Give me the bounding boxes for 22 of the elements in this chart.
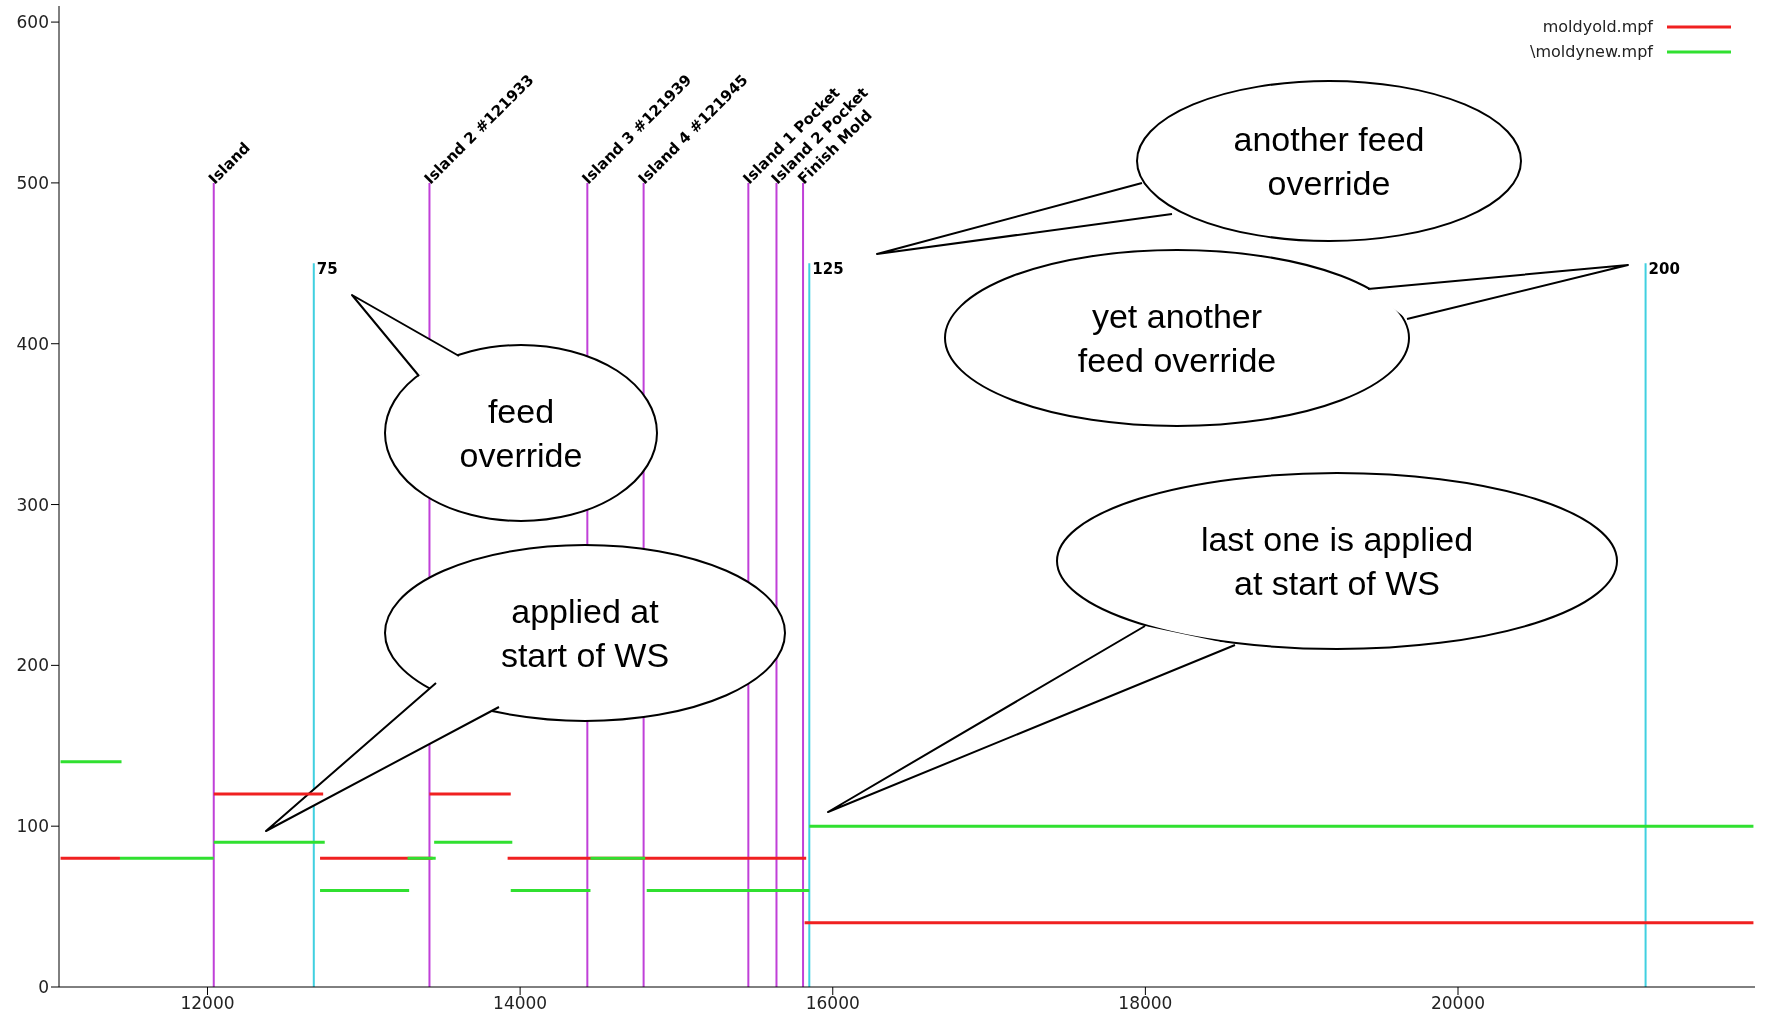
x-tick-label: 12000 [180, 993, 235, 1014]
x-tick-label: 14000 [493, 993, 548, 1014]
x-tick-label: 16000 [805, 993, 860, 1014]
y-tick-label: 200 [16, 655, 49, 676]
x-tick-label: 20000 [1430, 993, 1486, 1014]
annotation: yet another feed override [1077, 296, 1277, 379]
y-tick-label: 400 [16, 333, 49, 354]
y-tick-label: 600 [16, 12, 49, 33]
annotation: 125 [812, 260, 844, 279]
y-tick-label: 0 [38, 977, 49, 998]
legend-label: \moldynew.mpf [1530, 42, 1653, 61]
annotation: applied at start of WS [500, 591, 670, 674]
legend-label: moldyold.mpf [1542, 17, 1653, 36]
y-tick-label: 500 [16, 172, 49, 193]
annotation: 200 [1648, 260, 1680, 279]
annotation: 75 [316, 260, 338, 279]
x-tick-label: 18000 [1118, 993, 1173, 1014]
annotation: feed override [459, 391, 583, 474]
annotation: another feed override [1233, 119, 1425, 202]
y-tick-label: 100 [16, 816, 49, 837]
annotation: last one is applied at start of WS [1200, 519, 1474, 602]
y-tick-label: 300 [16, 494, 49, 515]
